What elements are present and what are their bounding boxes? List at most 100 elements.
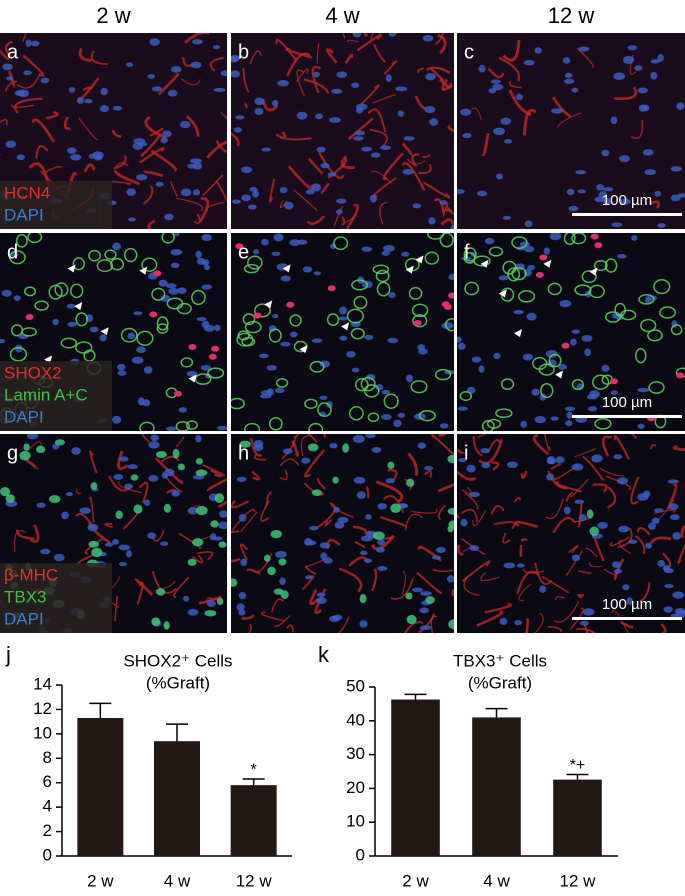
micrograph: i 100 µm xyxy=(457,434,685,633)
lamin-ring xyxy=(185,420,198,430)
red-nucleus xyxy=(610,378,619,385)
lamin-ring xyxy=(353,295,368,310)
fiber xyxy=(513,497,521,503)
nucleus xyxy=(412,587,424,593)
nucleus xyxy=(219,510,227,518)
lamin-ring xyxy=(464,281,480,296)
nucleus xyxy=(149,37,160,46)
fiber xyxy=(460,508,478,522)
tbx3-nucleus xyxy=(390,503,402,514)
micrograph: a HCN4 DAPI xyxy=(0,33,227,229)
nucleus xyxy=(419,625,432,631)
nucleus xyxy=(571,463,584,471)
fiber xyxy=(31,118,56,143)
nucleus xyxy=(84,98,93,104)
stain-label: β-MHC xyxy=(4,565,58,584)
fiber xyxy=(143,170,164,177)
tbx3-nucleus xyxy=(192,538,204,547)
nucleus xyxy=(515,93,523,101)
fiber xyxy=(114,169,140,186)
nucleus xyxy=(352,33,362,38)
nucleus xyxy=(420,591,432,596)
nucleus xyxy=(393,419,402,428)
nucleus xyxy=(313,71,320,78)
lamin-ring xyxy=(620,309,637,321)
nucleus xyxy=(66,303,76,309)
nucleus xyxy=(305,189,315,195)
nucleus xyxy=(164,213,174,221)
lamin-ring xyxy=(110,257,125,271)
nucleus xyxy=(543,247,551,255)
nucleus xyxy=(382,245,395,252)
nucleus xyxy=(672,591,685,599)
nucleus xyxy=(231,70,240,78)
nucleus xyxy=(339,306,348,315)
nucleus xyxy=(513,310,524,315)
nucleus xyxy=(596,184,605,191)
nucleus xyxy=(584,348,591,357)
nucleus xyxy=(351,367,360,373)
fiber xyxy=(202,464,225,477)
lamin-ring xyxy=(647,329,663,342)
nucleus xyxy=(66,492,73,497)
nucleus xyxy=(272,99,279,107)
lamin-ring xyxy=(75,312,89,327)
lamin-ring xyxy=(151,287,166,301)
fiber xyxy=(104,522,113,529)
fiber xyxy=(142,185,154,205)
nucleus xyxy=(622,584,630,591)
lamin-ring xyxy=(653,279,671,295)
micrograph-background xyxy=(231,33,454,229)
nucleus xyxy=(645,542,652,549)
nucleus xyxy=(112,415,122,424)
nucleus xyxy=(663,606,673,613)
fiber xyxy=(556,112,582,128)
nucleus xyxy=(613,72,626,80)
nucleus xyxy=(503,562,516,569)
fiber xyxy=(618,539,632,555)
red-nucleus xyxy=(594,242,603,249)
fiber xyxy=(440,218,454,226)
arrowhead xyxy=(100,327,109,336)
y-tick-label: 8 xyxy=(43,748,52,767)
fiber xyxy=(305,565,317,575)
nucleus xyxy=(361,246,373,252)
tbx3-nucleus xyxy=(151,617,161,627)
fiber xyxy=(215,140,227,154)
fiber xyxy=(240,511,258,532)
fiber xyxy=(552,516,576,534)
lamin-ring xyxy=(346,308,365,324)
fiber xyxy=(411,153,420,168)
nucleus xyxy=(496,173,503,180)
nucleus xyxy=(506,461,518,469)
nucleus xyxy=(364,558,372,563)
nucleus xyxy=(305,575,314,580)
nucleus xyxy=(167,89,178,97)
nucleus xyxy=(186,370,198,377)
nucleus xyxy=(425,73,436,81)
tbx3-nucleus xyxy=(264,554,271,562)
nucleus xyxy=(578,46,590,52)
nucleus xyxy=(549,233,562,241)
nucleus xyxy=(539,393,547,401)
nucleus xyxy=(466,464,476,473)
nucleus xyxy=(201,259,210,266)
nucleus xyxy=(213,536,223,541)
lamin-ring xyxy=(495,408,513,419)
red-nucleus xyxy=(235,243,244,250)
tbx3-nucleus xyxy=(447,507,454,515)
chart-title: SHOX2⁺ Cells xyxy=(123,651,232,670)
x-tick-label: 2 w xyxy=(402,871,429,890)
nucleus xyxy=(435,546,446,554)
fiber xyxy=(404,621,424,633)
fiber xyxy=(90,50,108,66)
tbx3-nucleus xyxy=(88,540,100,548)
fiber xyxy=(431,434,454,457)
fiber xyxy=(463,575,480,597)
nucleus xyxy=(241,166,253,174)
nucleus xyxy=(89,326,99,333)
nucleus xyxy=(524,220,533,228)
nucleus xyxy=(143,366,153,374)
nucleus xyxy=(252,190,259,198)
nucleus xyxy=(131,356,144,364)
